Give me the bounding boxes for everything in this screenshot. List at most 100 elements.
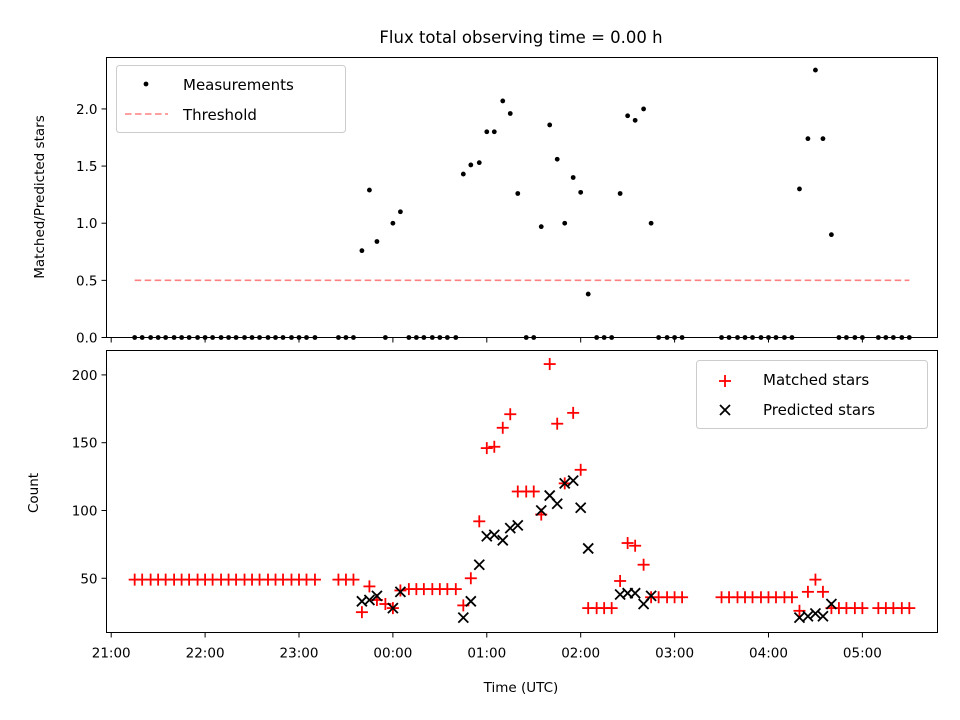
measurement-point (750, 335, 755, 340)
measurement-point (679, 335, 685, 340)
measurement-point (218, 335, 224, 340)
count-x-tick-label: 01:00 (467, 646, 506, 662)
measurement-point (132, 335, 138, 340)
measurement-point (257, 335, 262, 340)
measurement-point (735, 335, 740, 340)
matched-star-marker (551, 417, 564, 430)
predicted-star-marker (645, 590, 657, 602)
measurement-point (641, 106, 646, 112)
matched-star-marker (816, 585, 829, 598)
measurement-point (242, 335, 247, 340)
measurement-point (406, 335, 412, 340)
measurement-point (742, 335, 748, 340)
matched-star-marker (567, 406, 580, 419)
measurement-point (844, 335, 849, 340)
measurement-point (171, 335, 177, 340)
measurement-point (632, 117, 638, 123)
ratio-y-axis-label: Matched/Predicted stars (32, 115, 48, 278)
measurement-point (852, 335, 858, 340)
predicted-star-marker (567, 475, 579, 487)
measurement-point (585, 291, 591, 297)
measurement-point (382, 335, 388, 340)
measurement-point (648, 220, 654, 226)
predicted-star-marker (387, 602, 399, 614)
measurement-point (899, 335, 905, 340)
matched-star-marker (363, 580, 376, 593)
predicted-star-marker (497, 534, 509, 546)
measurement-point (195, 335, 200, 340)
count-x-tick-label: 03:00 (655, 646, 694, 662)
predicted-star-marker (394, 586, 407, 598)
count-plot-area (106, 350, 938, 633)
count-x-tick-label: 02:00 (561, 646, 600, 662)
ratio-legend-frame (116, 65, 346, 133)
matched-star-marker (473, 515, 486, 528)
measurement-point (374, 239, 380, 244)
measurement-point (233, 335, 239, 340)
ratio-y-tick-label: 1.5 (76, 159, 97, 175)
measurement-point (390, 220, 396, 226)
measurement-point (656, 335, 662, 340)
measurement-point (444, 335, 450, 340)
matched-star-marker (480, 442, 493, 455)
matched-star-marker (637, 558, 650, 571)
predicted-star-marker (551, 498, 563, 510)
measurement-point (179, 335, 185, 340)
measurement-point (148, 335, 154, 340)
count-x-tick-label: 00:00 (373, 646, 412, 662)
matched-star-marker (676, 591, 689, 604)
predicted-star-marker (809, 607, 822, 620)
predicted-star-marker (512, 519, 524, 532)
measurement-point (890, 335, 896, 340)
measurement-point (210, 335, 216, 340)
measurement-point (139, 335, 145, 340)
measurement-point (343, 335, 349, 340)
measurement-point (202, 335, 208, 340)
measurement-point (429, 335, 435, 340)
measurement-point (460, 171, 466, 177)
predicted-star-marker (504, 522, 516, 534)
measurement-point (883, 335, 889, 340)
measurement-point (875, 335, 881, 340)
measurement-point (523, 335, 529, 340)
predicted-star-marker (457, 611, 469, 624)
count-y-tick-label: 200 (72, 368, 98, 384)
matched-star-marker (527, 485, 540, 498)
matched-star-marker (785, 591, 798, 604)
ratio-y-tick-label: 2.0 (76, 102, 97, 118)
measurement-point (609, 335, 615, 340)
measurement-point (766, 335, 771, 340)
predicted-star-marker (825, 598, 838, 610)
matched-star-marker (347, 573, 360, 586)
measurement-point (398, 209, 403, 215)
measurement-point (601, 335, 607, 340)
matched-star-marker (629, 539, 642, 552)
measurement-point (476, 160, 482, 166)
count-legend: Matched stars Predicted stars (696, 360, 928, 429)
count-y-axis-label: Count (26, 473, 42, 513)
measurement-point (351, 335, 356, 340)
measurement-point (289, 335, 294, 340)
measurement-point (273, 335, 278, 340)
matched-star-marker (574, 463, 587, 476)
ratio-y-tick-label: 0.0 (76, 331, 97, 347)
measurement-point (805, 136, 811, 142)
measurement-points (132, 67, 912, 340)
count-x-axis: 21:00 22:00 23:00 00:00 01:00 02:00 03:00 04:00… (92, 632, 882, 662)
count-x-axis-label: Time (UTC) (483, 680, 559, 696)
count-panel: 50 100 150 200 21:00 22:00 23:00 00:00 01:00 02:… (26, 350, 938, 696)
measurement-point (828, 232, 834, 238)
measurement-point (664, 335, 670, 340)
measurement-point (578, 189, 584, 195)
measurement-point (413, 335, 419, 340)
matched-star-marker (488, 440, 501, 453)
measurement-point (531, 335, 537, 340)
count-x-tick-label: 21:00 (92, 646, 131, 662)
predicted-star-marker (559, 477, 571, 490)
measurement-point (265, 335, 271, 340)
predicted-star-marker (473, 559, 485, 571)
matched-star-marker (605, 602, 618, 615)
measurement-point (367, 187, 372, 193)
matched-star-marker (801, 585, 814, 598)
measurement-point (570, 175, 576, 180)
